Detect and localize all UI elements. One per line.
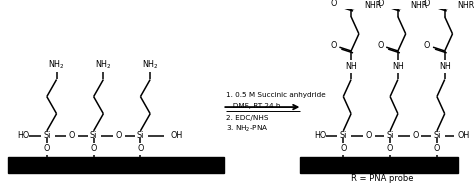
Text: NHR: NHR	[411, 1, 428, 10]
Text: Si: Si	[433, 131, 441, 140]
Text: Si: Si	[386, 131, 394, 140]
Text: O: O	[434, 144, 440, 153]
Text: HO: HO	[18, 131, 30, 140]
Text: O: O	[44, 144, 50, 153]
Text: NHR: NHR	[364, 1, 381, 10]
Text: DMF, RT 24 h: DMF, RT 24 h	[226, 103, 281, 109]
Text: NHR: NHR	[457, 1, 474, 10]
Text: HO: HO	[314, 131, 326, 140]
Text: 3. NH$_2$-PNA: 3. NH$_2$-PNA	[226, 124, 269, 134]
Text: Si: Si	[90, 131, 97, 140]
Text: NH$_2$: NH$_2$	[142, 58, 159, 70]
Text: NH$_2$: NH$_2$	[95, 58, 112, 70]
Text: OH: OH	[171, 131, 183, 140]
Text: Si: Si	[137, 131, 144, 140]
Text: Si: Si	[43, 131, 51, 140]
Text: O: O	[377, 41, 383, 50]
Bar	[301, 158, 458, 173]
Text: NH: NH	[345, 62, 357, 71]
Text: O: O	[412, 131, 419, 140]
Text: O: O	[340, 144, 346, 153]
Text: R = PNA probe: R = PNA probe	[351, 174, 413, 183]
Text: O: O	[424, 0, 430, 8]
Text: NH$_2$: NH$_2$	[48, 58, 65, 70]
Text: NH: NH	[439, 62, 451, 71]
Text: O: O	[330, 41, 337, 50]
Text: NH: NH	[392, 62, 404, 71]
Text: O: O	[387, 144, 393, 153]
Text: O: O	[377, 0, 383, 8]
Text: O: O	[365, 131, 372, 140]
Text: 1. 0.5 M Succinic anhydride: 1. 0.5 M Succinic anhydride	[226, 92, 326, 98]
Text: O: O	[69, 131, 75, 140]
Text: Si: Si	[339, 131, 347, 140]
Text: O: O	[116, 131, 122, 140]
Text: O: O	[330, 0, 337, 8]
Text: O: O	[137, 144, 144, 153]
Text: O: O	[91, 144, 97, 153]
Text: OH: OH	[457, 131, 470, 140]
Bar	[8, 158, 224, 173]
Text: 2. EDC/NHS: 2. EDC/NHS	[226, 116, 269, 121]
Text: O: O	[424, 41, 430, 50]
